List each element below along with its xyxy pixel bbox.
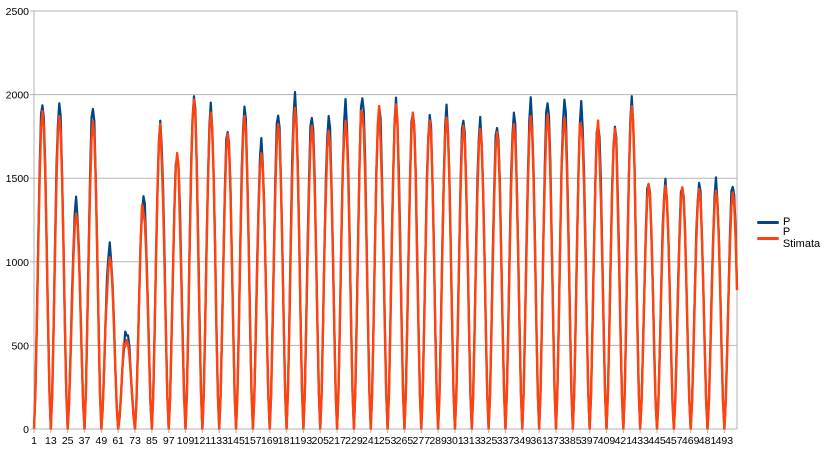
x-tick-label: 25 [62,435,74,447]
x-tick-label: 493 [716,435,734,447]
y-axis-ticks: 0 500 1000 1500 2000 2500 [6,6,34,436]
x-tick-label: 241 [362,435,380,447]
x-tick-label: 289 [429,435,447,447]
x-tick-label: 433 [631,435,649,447]
y-tick-label: 0 [23,424,29,436]
x-tick-label: 409 [598,435,616,447]
y-tick-label: 1000 [6,257,30,269]
series-layer [32,90,739,431]
x-tick-label: 157 [244,435,262,447]
x-tick-label: 361 [530,435,548,447]
x-tick-label: 121 [194,435,212,447]
x-tick-label: 73 [129,435,141,447]
x-tick-label: 169 [261,435,279,447]
legend: P P Stimata [757,214,830,250]
series-line-p-stimata [32,98,739,431]
x-tick-label: 85 [146,435,158,447]
y-tick-label: 1500 [6,173,30,185]
legend-label-p-stimata: P Stimata [782,226,821,250]
x-tick-label: 145 [227,435,245,447]
x-tick-label: 49 [96,435,108,447]
y-tick-label: 500 [11,340,29,352]
x-tick-label: 397 [581,435,599,447]
x-tick-label: 37 [79,435,91,447]
x-tick-label: 373 [547,435,565,447]
x-axis-ticks: 1 13 25 37 49 61 73 85 97 109 121 133 145 157 169 181 19… [31,429,733,447]
legend-swatch-p-stimata [757,236,779,240]
x-tick-label: 301 [446,435,464,447]
x-tick-label: 61 [112,435,124,447]
x-tick-label: 469 [682,435,700,447]
x-tick-label: 421 [615,435,633,447]
legend-swatch-p [757,220,779,224]
x-tick-label: 205 [311,435,329,447]
x-tick-label: 457 [665,435,683,447]
x-tick-label: 313 [463,435,481,447]
x-tick-label: 277 [413,435,431,447]
x-tick-label: 229 [345,435,363,447]
x-tick-label: 265 [396,435,414,447]
x-tick-label: 217 [328,435,346,447]
x-tick-label: 253 [379,435,397,447]
x-tick-label: 481 [699,435,717,447]
x-tick-label: 193 [295,435,313,447]
x-tick-label: 349 [514,435,532,447]
x-tick-label: 1 [31,435,37,447]
x-tick-label: 325 [480,435,498,447]
x-tick-label: 109 [177,435,195,447]
x-tick-label: 445 [648,435,666,447]
y-tick-label: 2000 [6,90,30,102]
x-tick-label: 13 [45,435,57,447]
x-tick-label: 181 [278,435,296,447]
x-tick-label: 133 [210,435,228,447]
legend-label-p: P [783,216,791,228]
x-tick-label: 97 [163,435,175,447]
legend-item-p: P [757,214,830,230]
x-tick-label: 385 [564,435,582,447]
x-tick-label: 337 [497,435,515,447]
y-tick-label: 2500 [6,6,30,18]
legend-item-p-stimata: P Stimata [757,226,830,250]
